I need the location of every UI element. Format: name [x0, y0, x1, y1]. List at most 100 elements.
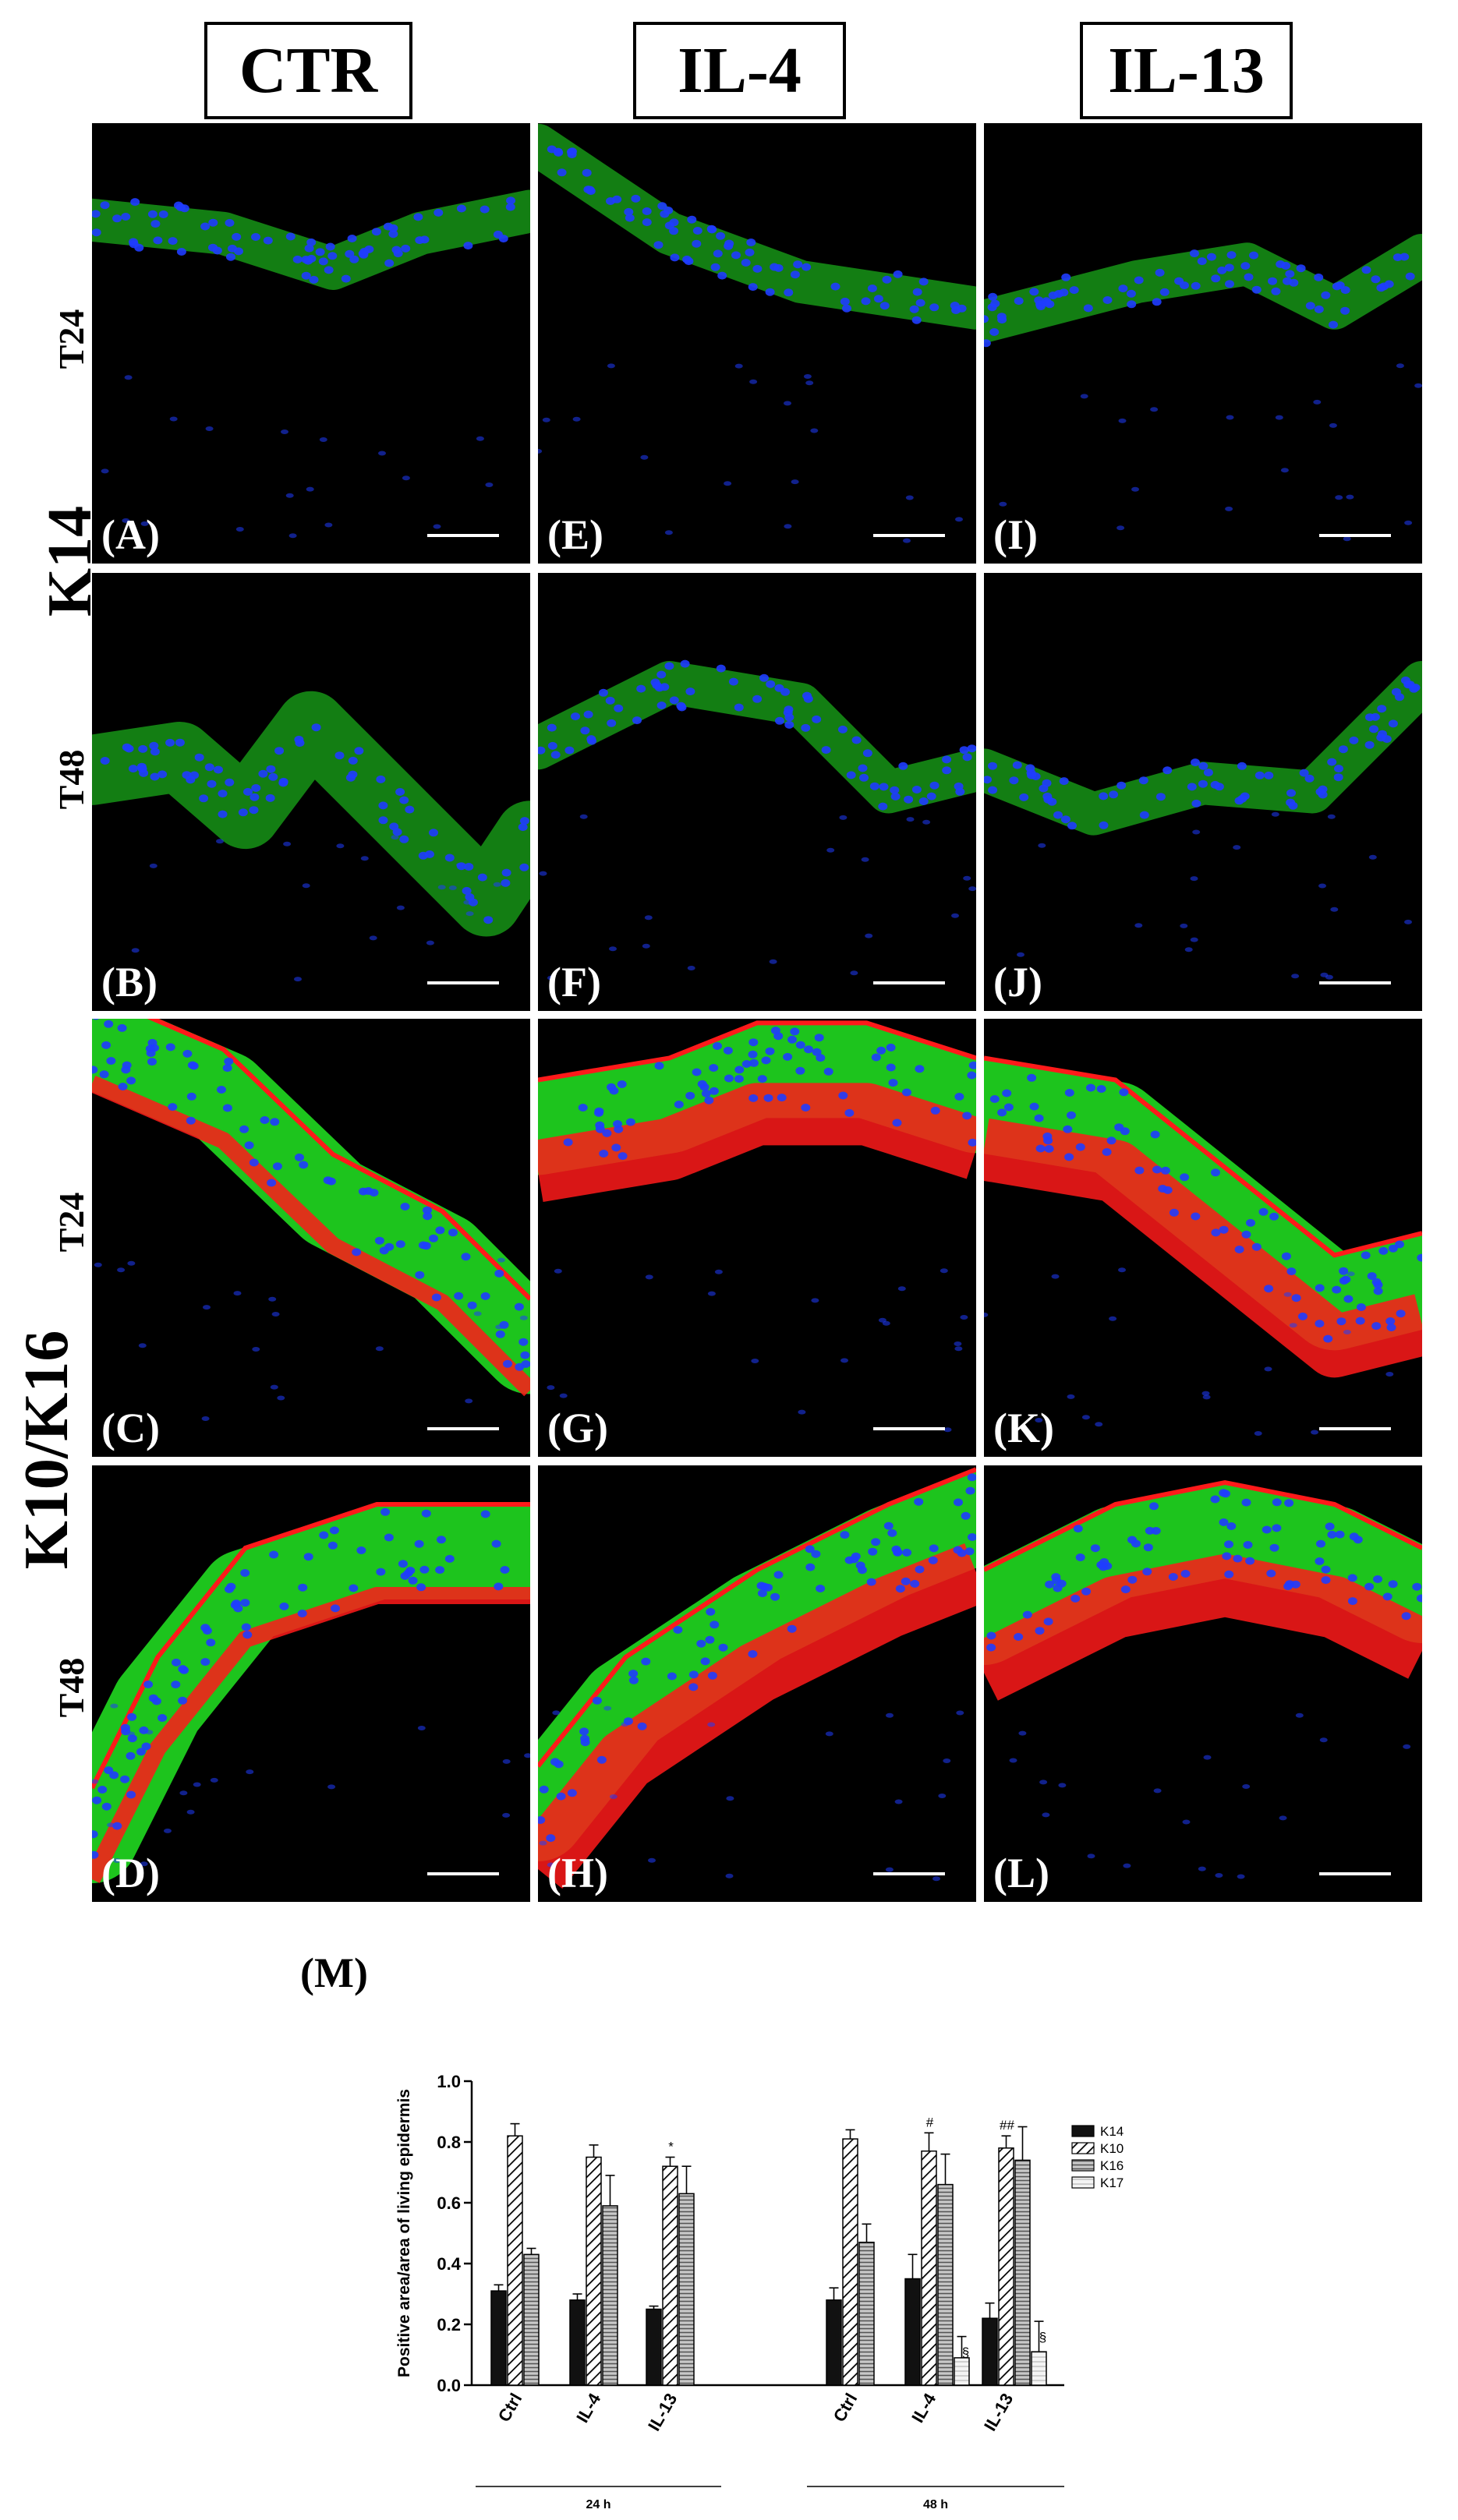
micrograph-panel-b: (B) — [92, 573, 530, 1011]
micrograph-image — [92, 1019, 530, 1421]
panel-letter-k: (K) — [993, 1405, 1054, 1451]
micrograph-image — [538, 1020, 976, 1433]
y-axis-label: Positive area/area of living epidermis — [395, 2089, 413, 2377]
panel-letter-f: (F) — [547, 959, 601, 1006]
micrograph-panel-e: (E) — [538, 123, 976, 564]
panel-letter-g: (G) — [547, 1405, 608, 1451]
micrograph-image — [984, 1479, 1422, 1879]
panel-letter-e: (E) — [547, 511, 603, 558]
group-label: 24 h — [586, 2498, 610, 2511]
micrograph-image — [538, 659, 976, 981]
bar-k14 — [826, 2299, 842, 2386]
micrograph-image — [538, 123, 976, 543]
micrograph-image — [984, 1055, 1422, 1436]
micrograph-panel-j: (J) — [984, 573, 1422, 1011]
scale-bar — [427, 981, 499, 984]
scale-bar — [1319, 534, 1391, 537]
row-label-k14-t48: T48 — [51, 749, 91, 810]
micrograph-panel-c: (C) — [92, 1019, 530, 1457]
micrograph-panel-i: (I) — [984, 123, 1422, 564]
bar-k10 — [507, 2135, 523, 2386]
bar-k16 — [602, 2205, 618, 2386]
x-category-label: IL-13 — [980, 2390, 1017, 2434]
significance-marker: # — [926, 2115, 934, 2129]
bar-k10 — [842, 2138, 858, 2386]
scale-bar — [873, 1872, 945, 1875]
micrograph-image — [92, 189, 530, 539]
column-header-il13: IL-13 — [1080, 22, 1293, 119]
micrograph-image — [92, 1502, 530, 1883]
y-tick-label: 0.2 — [437, 2315, 461, 2334]
micrograph-panel-d: (D) — [92, 1465, 530, 1902]
micrograph-image — [538, 1467, 976, 1889]
group-label: 48 h — [923, 2498, 948, 2511]
y-tick-label: 0.4 — [437, 2254, 461, 2274]
bar-k16 — [678, 2193, 695, 2386]
micrograph-panel-h: (H) — [538, 1465, 976, 1902]
scale-bar — [427, 1872, 499, 1875]
scale-bar — [427, 534, 499, 537]
x-category-label: IL-4 — [572, 2389, 605, 2426]
micrograph-panel-a: (A) — [92, 123, 530, 564]
scale-bar — [1319, 1427, 1391, 1430]
chart-panel-label: (M) — [300, 1949, 368, 1996]
panel-letter-c: (C) — [101, 1405, 160, 1451]
bar-chart: 0.0 0.2 0.4 0.6 0.8 1.0 Positive area/area of … — [395, 2072, 1124, 2511]
y-tick-label: 0.8 — [437, 2133, 461, 2152]
bar-k10 — [662, 2165, 678, 2386]
panel-letter-d: (D) — [101, 1850, 160, 1896]
legend-swatch-k14 — [1071, 2125, 1095, 2137]
panel-letter-b: (B) — [101, 959, 157, 1006]
bar-k14 — [569, 2299, 586, 2386]
legend-swatch-k16 — [1071, 2159, 1095, 2172]
bar-k17 — [1031, 2351, 1047, 2386]
bar-k10 — [921, 2150, 937, 2386]
legend-swatch-k10 — [1071, 2142, 1095, 2154]
micrograph-panel-k: (K) — [984, 1019, 1422, 1457]
scale-bar — [873, 1427, 945, 1430]
x-category-label: IL-4 — [908, 2389, 940, 2426]
y-tick-label: 0.0 — [437, 2376, 461, 2395]
bar-k16 — [858, 2241, 875, 2386]
row-label-k10k16-t24: T24 — [51, 1192, 91, 1253]
row-group-label-k14: K14 — [36, 505, 104, 617]
bar-k17 — [954, 2357, 970, 2386]
scale-bar — [1319, 1872, 1391, 1875]
bar-k14 — [982, 2317, 998, 2386]
micrograph-image — [92, 691, 530, 982]
x-category-label: Ctrl — [830, 2390, 862, 2425]
column-header-il4: IL-4 — [633, 22, 846, 119]
legend-label-k17: K17 — [1100, 2175, 1124, 2190]
x-category-label: Ctrl — [494, 2390, 526, 2425]
row-label-k14-t24: T24 — [51, 309, 91, 369]
panel-letter-l: (L) — [993, 1850, 1049, 1896]
legend-swatch-k17 — [1071, 2176, 1095, 2189]
legend-label-k14: K14 — [1100, 2124, 1124, 2139]
scale-bar — [1319, 981, 1391, 984]
bar-k14 — [490, 2290, 507, 2386]
significance-marker: § — [962, 2345, 969, 2360]
bar-k16 — [1014, 2159, 1031, 2386]
significance-marker: ## — [1000, 2118, 1014, 2133]
y-tick-label: 0.6 — [437, 2193, 461, 2213]
significance-marker: § — [1039, 2330, 1046, 2345]
significance-marker: * — [668, 2140, 674, 2154]
legend-label-k10: K10 — [1100, 2141, 1124, 2156]
bar-k14 — [646, 2308, 662, 2386]
micrograph-panel-l: (L) — [984, 1465, 1422, 1902]
x-category-label: IL-13 — [644, 2390, 681, 2434]
legend-label-k16: K16 — [1100, 2158, 1124, 2173]
bar-k14 — [904, 2278, 921, 2386]
panel-letter-i: (I) — [993, 511, 1038, 558]
bar-k16 — [523, 2253, 540, 2386]
row-group-label-k10k16: K10/K16 — [12, 1330, 81, 1570]
micrograph-panel-f: (F) — [538, 573, 976, 1011]
scale-bar — [873, 981, 945, 984]
scale-bar — [427, 1427, 499, 1430]
bar-k10 — [998, 2147, 1014, 2386]
column-header-ctr: CTR — [204, 22, 412, 119]
y-tick-label: 1.0 — [437, 2072, 461, 2091]
panel-letter-h: (H) — [547, 1850, 608, 1896]
bar-k10 — [586, 2156, 602, 2386]
row-label-k10k16-t48: T48 — [51, 1657, 91, 1718]
